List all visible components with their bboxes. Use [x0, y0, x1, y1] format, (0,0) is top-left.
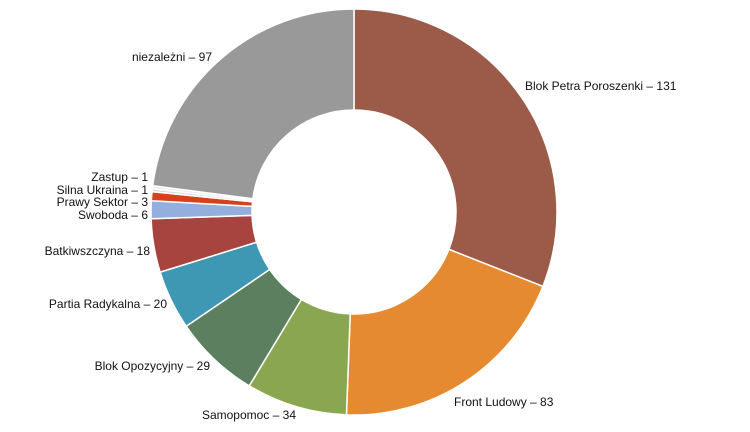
slice-label-front-ludowy: Front Ludowy – 83 — [454, 395, 554, 409]
chart-slices — [150, 8, 558, 416]
slice-label-prawy-sektor: Prawy Sektor – 3 — [57, 195, 149, 209]
slice-blok-petra-poroszenki — [353, 8, 558, 288]
slice-front-ludowy — [345, 248, 544, 416]
chart-labels: Blok Petra Poroszenki – 131 Front Ludowy … — [45, 50, 677, 422]
slice-label-swoboda: Swoboda – 6 — [78, 208, 148, 222]
slice-niezalezni — [151, 8, 355, 200]
slice-label-blok-opozycyjny: Blok Opozycyjny – 29 — [95, 359, 211, 373]
slice-label-zastup: Zastup – 1 — [91, 170, 148, 184]
slice-label-batkiwszczyna: Batkiwszczyna – 18 — [45, 244, 151, 258]
slice-label-partia-radykalna: Partia Radykalna – 20 — [49, 297, 167, 311]
slice-label-blok-petra-poroszenki: Blok Petra Poroszenki – 131 — [525, 79, 677, 93]
slice-label-samopomoc: Samopomoc – 34 — [202, 408, 296, 422]
slice-label-silna-ukraina: Silna Ukraina – 1 — [57, 183, 149, 197]
slice-label-niezalezni: niezależni – 97 — [132, 50, 212, 64]
